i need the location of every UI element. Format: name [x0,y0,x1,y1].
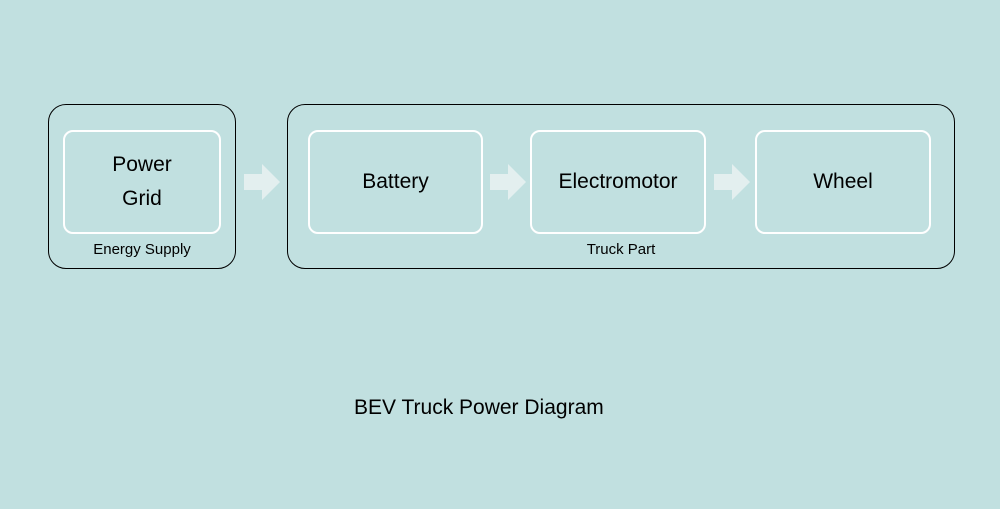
group-label-energy-supply: Energy Supply [49,241,235,258]
node-battery: Battery [308,130,483,234]
arrow-icon [490,164,526,205]
node-power-grid: Power Grid [63,130,221,234]
diagram-caption: BEV Truck Power Diagram [354,396,604,420]
node-label: Battery [362,165,429,199]
node-label: Grid [122,182,162,216]
group-label-truck-part: Truck Part [288,241,954,258]
node-wheel: Wheel [755,130,931,234]
node-electromotor: Electromotor [530,130,706,234]
node-label: Wheel [813,165,873,199]
arrow-icon [244,164,280,205]
arrow-icon [714,164,750,205]
node-label: Power [112,148,172,182]
node-label: Electromotor [558,165,677,199]
diagram-canvas: Energy Supply Truck Part Power Grid Batt… [0,0,1000,509]
